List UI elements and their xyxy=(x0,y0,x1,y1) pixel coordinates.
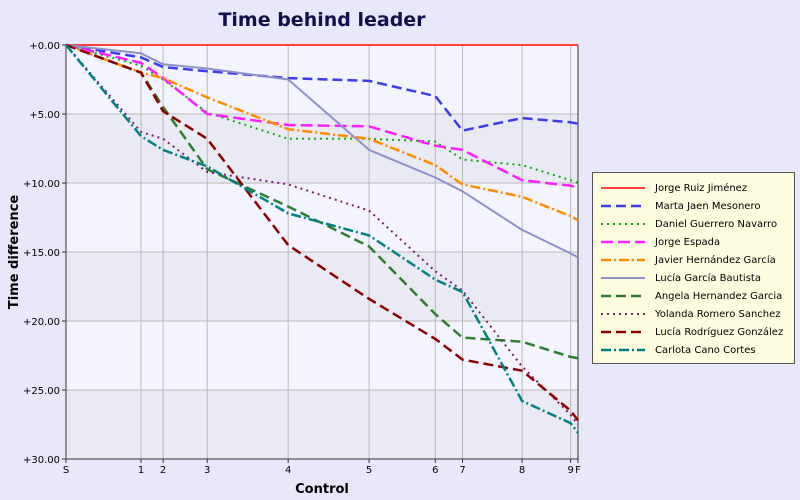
plot-background xyxy=(66,45,578,459)
chart-title: Time behind leader xyxy=(218,9,426,31)
legend-swatch xyxy=(601,258,645,262)
x-tick-label: 3 xyxy=(204,465,210,476)
x-tick-label: 1 xyxy=(138,465,144,476)
series-line xyxy=(65,43,579,132)
legend-item: Jorge Ruiz Jiménez xyxy=(599,179,794,197)
legend-item: Carlota Cano Cortes xyxy=(599,341,794,359)
series-line xyxy=(65,43,579,222)
legend-swatch xyxy=(601,330,645,334)
y-axis-title: Time difference xyxy=(7,195,22,310)
legend-label: Carlota Cano Cortes xyxy=(655,344,756,356)
legend-swatch xyxy=(601,187,645,189)
legend-label: Daniel Guerrero Navarro xyxy=(655,218,778,230)
legend-label: Lucía Rodríguez González xyxy=(655,326,784,338)
legend-swatch xyxy=(601,240,645,244)
y-tick-label: +5.00 xyxy=(29,110,60,121)
legend-label: Lucía García Bautista xyxy=(655,272,761,284)
legend-swatch xyxy=(601,204,645,208)
y-tick-label: +20.00 xyxy=(23,317,60,328)
legend-item: Lucía Rodríguez González xyxy=(599,323,794,341)
y-tick-label: +15.00 xyxy=(23,248,60,259)
y-tick-label: +30.00 xyxy=(23,455,60,466)
x-tick-label: 2 xyxy=(160,465,166,476)
legend-swatch xyxy=(601,348,645,352)
legend: Jorge Ruiz Jiménez Marta Jaen Mesonero Dan… xyxy=(592,172,795,364)
series-line xyxy=(65,43,579,422)
legend-swatch xyxy=(601,223,645,225)
series-line xyxy=(65,43,579,189)
legend-item: Javier Hernández García xyxy=(599,251,794,269)
legend-item: Yolanda Romero Sanchez xyxy=(599,305,794,323)
legend-label: Jorge Espada xyxy=(655,236,721,248)
x-tick-label: 7 xyxy=(459,465,465,476)
legend-label: Javier Hernández García xyxy=(655,254,776,266)
x-tick-label: 6 xyxy=(432,465,438,476)
x-axis-title: Control xyxy=(295,482,349,497)
x-tick-label: 4 xyxy=(285,465,291,476)
legend-swatch xyxy=(601,313,645,315)
series-line xyxy=(65,44,579,434)
y-tick-label: +0.00 xyxy=(29,41,60,52)
legend-swatch xyxy=(601,294,645,298)
legend-item: Jorge Espada xyxy=(599,233,794,251)
legend-swatch xyxy=(601,277,645,279)
y-tick-label: +25.00 xyxy=(23,386,60,397)
series-line xyxy=(65,43,579,360)
legend-label: Jorge Ruiz Jiménez xyxy=(655,182,748,194)
legend-label: Marta Jaen Mesonero xyxy=(655,200,761,212)
legend-item: Marta Jaen Mesonero xyxy=(599,197,794,215)
plot-band xyxy=(66,321,578,390)
x-tick-label: 5 xyxy=(366,465,372,476)
series-line xyxy=(65,44,579,259)
x-tick-label: 9 xyxy=(567,465,573,476)
series-line xyxy=(65,44,579,426)
x-tick-label: F xyxy=(575,465,581,476)
axis-ticks: +0.00 +5.00 +10.00 +15.00 +20.00 +25.00 +30.00… xyxy=(23,41,581,476)
legend-item: Daniel Guerrero Navarro xyxy=(599,215,794,233)
x-tick-label: 8 xyxy=(519,465,525,476)
legend-label: Yolanda Romero Sanchez xyxy=(655,308,781,320)
x-tick-label: S xyxy=(63,465,69,476)
legend-item: Lucía García Bautista xyxy=(599,269,794,287)
plot-band xyxy=(66,390,578,459)
legend-label: Angela Hernandez Garcia xyxy=(655,290,783,302)
plot-band xyxy=(66,183,578,252)
plot-band xyxy=(66,252,578,321)
y-tick-label: +10.00 xyxy=(23,179,60,190)
legend-item: Angela Hernandez Garcia xyxy=(599,287,794,305)
series-lines xyxy=(65,43,579,434)
